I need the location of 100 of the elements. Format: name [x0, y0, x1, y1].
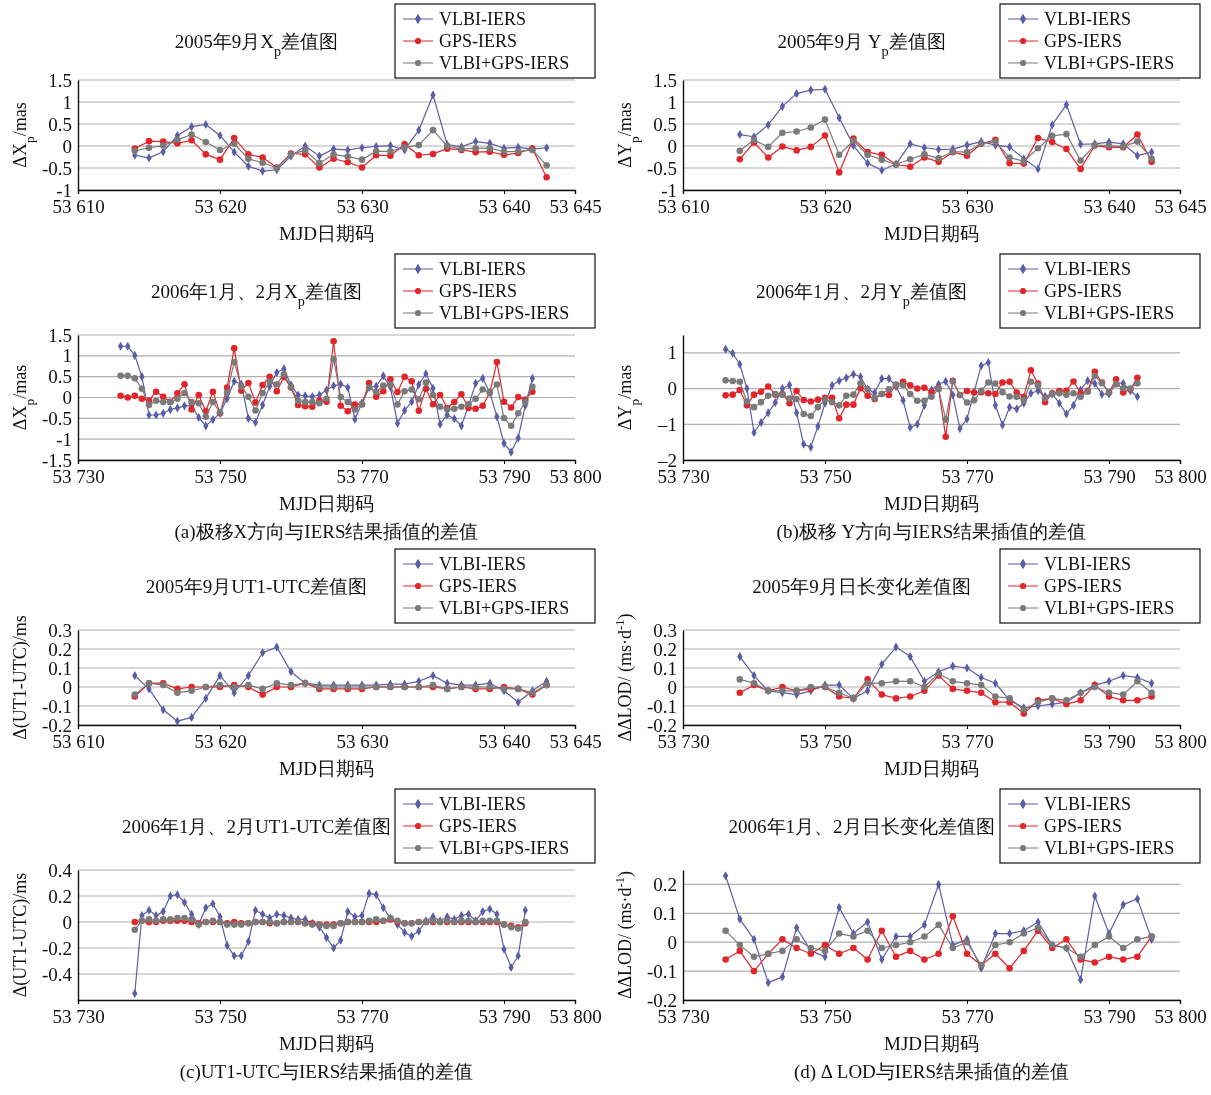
y-tick-label: 0.2	[48, 885, 72, 907]
y-tick-label: 0.2	[653, 638, 677, 660]
legend-label: GPS-IERS	[1044, 31, 1123, 51]
y-tick-label: 1.5	[653, 69, 677, 91]
x-tick-label: 53 645	[1154, 196, 1207, 218]
y-tick-label: -1	[56, 428, 72, 450]
y-tick-label: -0.1	[41, 695, 72, 717]
y-tick-label: 0	[667, 676, 677, 698]
legend-label: GPS-IERS	[439, 31, 518, 51]
chart-title: 2005年9月 Y$_{p}$差值图	[777, 31, 946, 59]
x-tick-label: 53 630	[941, 196, 994, 218]
legend-label: VLBI-IERS	[1044, 259, 1131, 279]
y-tick-label: 0.2	[653, 874, 677, 896]
legend-label: VLBI-IERS	[1044, 794, 1131, 814]
x-tick-label: 53 790	[478, 466, 531, 488]
y-tick-label: 0.1	[48, 657, 72, 679]
legend-label: GPS-IERS	[1044, 576, 1123, 596]
x-tick-label: 53 770	[941, 1006, 994, 1028]
x-tick-label: 53 730	[52, 1006, 105, 1028]
y-tick-label: 1	[667, 342, 677, 364]
y-tick-label: 0	[667, 135, 677, 157]
y-tick-label: 0.2	[48, 638, 72, 660]
y-tick-label: 1	[667, 91, 677, 113]
text: (d) Δ LOD与IERS结果插值的差值	[793, 1061, 1070, 1083]
legend-label: VLBI-IERS	[439, 794, 526, 814]
y-tick-label: -0.1	[646, 960, 677, 982]
x-tick-label: 53 800	[1154, 1006, 1207, 1028]
x-tick-label: 53 770	[336, 1006, 389, 1028]
x-tick-label: 53 800	[1154, 466, 1207, 488]
legend-label: VLBI-IERS	[1044, 9, 1131, 29]
y-axis-title: Δ(UT1-UTC)/ms	[10, 872, 31, 998]
x-tick-label: 53 790	[1083, 1006, 1136, 1028]
x-axis-title: MJD日期码	[883, 223, 980, 244]
y-tick-label: 0.5	[48, 366, 72, 388]
y-tick-label: 0.1	[653, 902, 677, 924]
x-tick-label: 53 620	[799, 196, 852, 218]
y-tick-label: 0	[62, 911, 72, 933]
x-tick-label: 53 750	[194, 466, 247, 488]
y-tick-label: -0.5	[41, 157, 72, 179]
x-axis-title: MJD日期码	[278, 758, 375, 779]
legend-label: VLBI+GPS-IERS	[439, 598, 570, 618]
x-axis-title: MJD日期码	[883, 493, 980, 514]
chart-title: 2005年9月X$_{p}$差值图	[174, 31, 339, 59]
y-tick-label: 0	[62, 387, 72, 409]
text: (c)UT1-UTC与IERS结果插值的差值	[179, 1061, 474, 1083]
y-tick-label: 1	[62, 345, 72, 367]
x-tick-label: 53 800	[549, 466, 602, 488]
chart-title: 2005年9月UT1-UTC差值图	[145, 576, 368, 597]
chart-title: 2006年1月、2月X$_{p}$差值图	[151, 281, 362, 309]
legend-label: GPS-IERS	[439, 576, 518, 596]
x-axis-title: MJD日期码	[883, 758, 980, 779]
x-tick-label: 53 790	[1083, 731, 1136, 753]
y-tick-label: 0.4	[48, 859, 73, 881]
y-tick-label: 0.5	[48, 113, 72, 135]
y-tick-label: 0.1	[653, 657, 677, 679]
chart-title: 2006年1月、2月UT1-UTC差值图	[121, 816, 392, 837]
x-axis-title: MJD日期码	[278, 493, 375, 514]
text: (a)极移X方向与IERS结果插值的差值	[174, 521, 479, 543]
legend-label: VLBI+GPS-IERS	[439, 838, 570, 858]
y-tick-label: 1	[62, 91, 72, 113]
x-tick-label: 53 640	[478, 196, 531, 218]
y-tick-label: 0	[62, 135, 72, 157]
legend-label: VLBI-IERS	[1044, 554, 1131, 574]
x-tick-label: 53 620	[194, 196, 247, 218]
y-tick-label: -0.1	[646, 695, 677, 717]
chart-title: 2006年1月、2月Y$_{p}$差值图	[756, 281, 967, 309]
x-tick-label: 53 640	[478, 731, 531, 753]
x-axis-title: MJD日期码	[883, 1033, 980, 1054]
legend-label: GPS-IERS	[439, 281, 518, 301]
y-tick-label: 0	[62, 676, 72, 698]
y-tick-label: 0.3	[653, 619, 677, 641]
legend-label: VLBI+GPS-IERS	[1044, 53, 1175, 73]
legend-label: VLBI+GPS-IERS	[439, 53, 570, 73]
x-tick-label: 53 770	[941, 731, 994, 753]
y-tick-label: -0.5	[41, 407, 72, 429]
y-axis-title: Δ(UT1-UTC)/ms	[10, 615, 31, 740]
x-tick-label: 53 770	[336, 466, 389, 488]
x-tick-label: 53 800	[1154, 731, 1207, 753]
legend-label: VLBI-IERS	[439, 554, 526, 574]
text: (b)极移 Y方向与IERS结果插值的差值	[776, 521, 1087, 543]
legend-label: VLBI-IERS	[439, 9, 526, 29]
x-tick-label: 53 640	[1083, 196, 1136, 218]
y-tick-label: 0.3	[48, 619, 72, 641]
y-tick-label: 1.5	[48, 324, 72, 346]
y-tick-label: 0	[667, 931, 677, 953]
legend-label: VLBI+GPS-IERS	[439, 303, 570, 323]
x-tick-label: 53 790	[478, 1006, 531, 1028]
y-tick-label: -0.4	[41, 963, 73, 985]
y-tick-label: 1.5	[48, 69, 72, 91]
legend-label: VLBI+GPS-IERS	[1044, 303, 1175, 323]
chart-title: 2006年1月、2月日长变化差值图	[728, 816, 995, 837]
y-tick-label: 0.5	[653, 113, 677, 135]
y-tick-label: -0.5	[646, 157, 677, 179]
y-tick-label: 0	[667, 378, 677, 400]
legend-label: GPS-IERS	[439, 816, 518, 836]
x-tick-label: 53 750	[799, 466, 852, 488]
x-tick-label: 53 750	[799, 731, 852, 753]
legend-label: VLBI-IERS	[439, 259, 526, 279]
legend-label: GPS-IERS	[1044, 816, 1123, 836]
x-tick-label: 53 770	[941, 466, 994, 488]
